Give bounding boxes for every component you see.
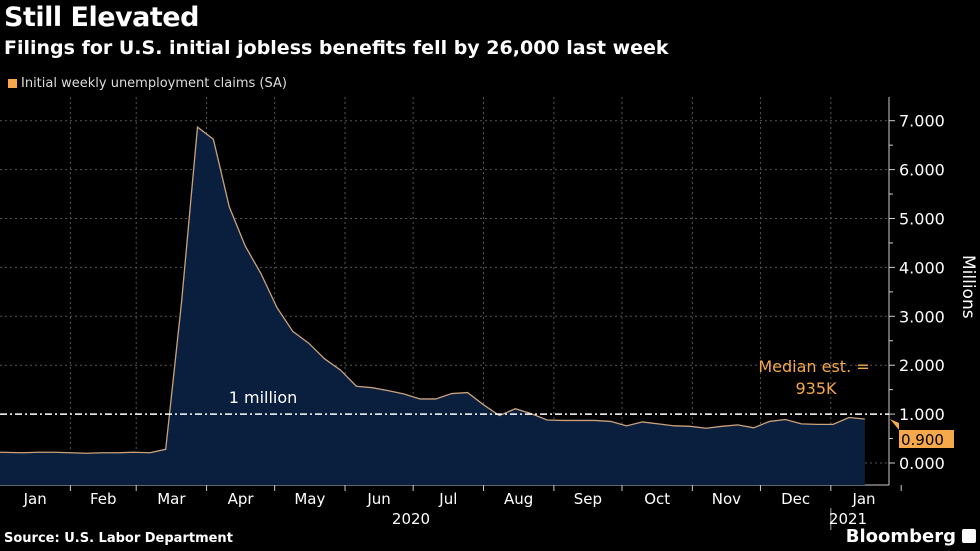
x-tick-label: Aug: [504, 490, 533, 508]
x-tick-label: Sep: [574, 490, 602, 508]
y-tick-label: 1.000: [899, 405, 945, 424]
y-tick-label: 4.000: [899, 258, 945, 277]
x-tick-label: Jan: [23, 490, 47, 508]
y-tick-label: 2.000: [899, 356, 945, 375]
legend-label: Initial weekly unemployment claims (SA): [21, 76, 287, 91]
year-label: 2021: [829, 510, 867, 528]
y-tick-label: 7.000: [899, 112, 945, 131]
y-tick-label: 0.000: [899, 454, 945, 473]
reference-line-label: 1 million: [229, 388, 298, 407]
series-area: [0, 127, 865, 485]
annotation-line2: 935K: [795, 379, 837, 398]
x-tick-label: May: [294, 490, 325, 508]
chart-subtitle: Filings for U.S. initial jobless benefit…: [4, 37, 669, 59]
x-tick-label: Oct: [644, 490, 670, 508]
legend-swatch: [8, 79, 17, 88]
bloomberg-chart-icon: [962, 529, 976, 543]
y-tick-label: 6.000: [899, 161, 945, 180]
x-tick-label: Dec: [781, 490, 810, 508]
x-tick-label: Jul: [438, 490, 457, 508]
legend: Initial weekly unemployment claims (SA): [8, 76, 287, 91]
year-label: 2020: [392, 510, 430, 528]
x-tick-label: Jan: [851, 490, 875, 508]
y-tick-label: 3.000: [899, 307, 945, 326]
last-value-label: 0.900: [901, 431, 944, 449]
x-tick-label: Jun: [366, 490, 390, 508]
x-tick-label: Nov: [712, 490, 741, 508]
x-tick-label: Feb: [90, 490, 117, 508]
brand-logo: Bloomberg: [845, 526, 956, 547]
last-value-tag: [890, 418, 954, 448]
source-note: Source: U.S. Labor Department: [4, 531, 233, 546]
y-tick-label: 5.000: [899, 210, 945, 229]
x-tick-label: Apr: [228, 490, 255, 508]
annotation-line1: Median est. =: [758, 357, 869, 376]
chart-title: Still Elevated: [4, 2, 199, 33]
x-tick-label: Mar: [157, 490, 186, 508]
